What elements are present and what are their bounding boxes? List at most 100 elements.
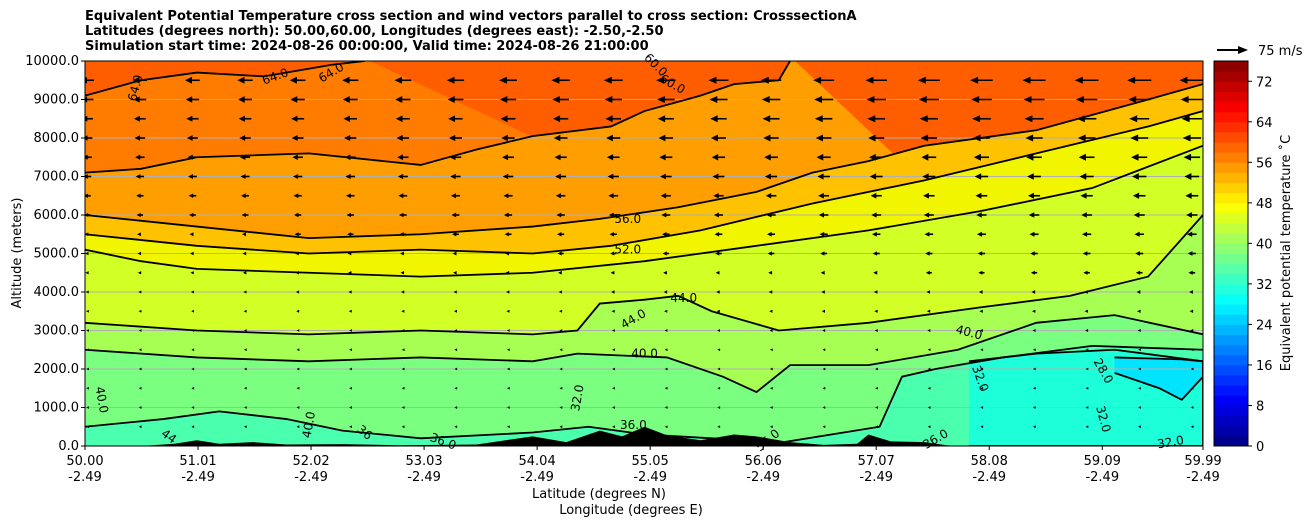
colorbar-band [1214, 131, 1248, 143]
arrow-head [764, 173, 771, 180]
arrow-head [85, 135, 88, 141]
wind-vector-arrow-icon [399, 232, 407, 237]
contour-label: 44.0 [670, 291, 697, 305]
arrow-head [345, 193, 351, 199]
wind-vector-arrow-icon [85, 174, 92, 179]
arrow-head [190, 290, 194, 294]
wind-vector-arrow-icon [662, 251, 670, 256]
wind-vector-arrow-icon [292, 173, 303, 180]
arrow-head [663, 290, 668, 294]
arrow-head [454, 367, 458, 371]
wind-vector-arrow-icon [822, 348, 826, 352]
wind-vector-arrow-icon [822, 425, 826, 429]
wind-vector-arrow-icon [1078, 153, 1095, 161]
contour-line-28 [1114, 356, 1203, 401]
wind-vector-arrow-icon [451, 212, 460, 218]
colorbar-band [1214, 273, 1248, 285]
arrow-head [1189, 309, 1194, 313]
wind-vector-arrow-icon [507, 348, 510, 352]
wind-vector-arrow-icon [1189, 290, 1193, 294]
wind-vector-arrow-icon [717, 348, 721, 352]
arrow-head [822, 329, 826, 332]
arrow-head [85, 232, 89, 237]
arrow-head [664, 425, 668, 429]
arrow-head [502, 173, 509, 180]
wind-vector-arrow-icon [1023, 96, 1045, 103]
wind-vector-arrow-icon [85, 271, 89, 275]
wind-vector-arrow-icon [501, 134, 515, 142]
colorbar-band [1214, 202, 1248, 214]
wind-vector-arrow-icon [401, 425, 405, 429]
arrow-head [770, 386, 773, 390]
arrow-head [296, 425, 300, 429]
wind-vector-arrow-icon [448, 134, 462, 142]
wind-vector-arrow-icon [242, 271, 247, 275]
wind-vector-arrow-icon [926, 309, 931, 313]
arrow-head [348, 271, 352, 275]
wind-vector-arrow-icon [86, 367, 89, 371]
arrow-head [612, 406, 615, 409]
wind-vector-arrow-icon [925, 270, 932, 275]
arrow-head [1135, 251, 1140, 256]
arrow-head [770, 406, 773, 409]
wind-vector-arrow-icon [606, 154, 620, 161]
arrow-head [242, 271, 247, 275]
wind-vector-arrow-icon [1138, 425, 1141, 429]
arrow-head [85, 174, 88, 179]
arrow-head [191, 329, 195, 332]
arrow-head [401, 367, 405, 371]
wind-vector-arrow-icon [138, 386, 142, 390]
arrow-head [927, 386, 931, 390]
arrow-head [191, 367, 195, 371]
wind-vector-arrow-icon [136, 212, 144, 218]
arrow-head [501, 134, 508, 142]
x-tick-label-lon: -2.49 [1085, 470, 1119, 485]
colorbar-band [1214, 263, 1248, 275]
colorbar-tick-label: 24 [1256, 318, 1273, 333]
arrow-head [1133, 212, 1140, 218]
arrow-head [296, 406, 300, 409]
contour-label: 56.0 [614, 212, 641, 226]
arrow-head [294, 212, 299, 218]
arrow-head [290, 96, 298, 103]
wind-vector-arrow-icon [1080, 192, 1093, 199]
wind-vector-arrow-icon [770, 406, 773, 409]
arrow-head [664, 386, 668, 390]
arrow-head [1138, 386, 1141, 390]
arrow-head [85, 154, 88, 160]
arrow-head [1030, 270, 1035, 275]
wind-vector-arrow-icon [711, 154, 726, 161]
arrow-head [663, 270, 667, 275]
wind-vector-arrow-icon [1187, 251, 1196, 256]
arrow-head [980, 386, 984, 390]
wind-vector-arrow-icon [1190, 406, 1194, 409]
arrow-head [715, 251, 720, 256]
wind-vector-arrow-icon [559, 367, 563, 371]
arrow-head [664, 309, 668, 313]
arrow-head [980, 425, 984, 429]
wind-vector-arrow-icon [656, 76, 676, 84]
wind-vector-arrow-icon [664, 406, 668, 409]
arrow-head [927, 367, 931, 371]
arrow-head [1074, 76, 1083, 84]
wind-vector-arrow-icon [295, 271, 299, 275]
wind-vector-arrow-icon [971, 96, 992, 103]
wind-vector-arrow-icon [552, 96, 570, 103]
wind-vector-arrow-icon [401, 309, 405, 313]
wind-vector-arrow-icon [814, 115, 833, 123]
wind-vector-arrow-icon [559, 329, 563, 332]
wind-vector-arrow-icon [349, 406, 352, 409]
x-tick-label-lon: -2.49 [746, 470, 780, 485]
wind-vector-arrow-icon [770, 386, 773, 390]
arrow-head [1136, 290, 1141, 294]
arrow-head [1029, 231, 1035, 237]
wind-vector-arrow-icon [296, 309, 300, 313]
wind-vector-arrow-icon [923, 212, 934, 218]
arrow-head [85, 271, 89, 275]
arrow-head [349, 329, 352, 332]
arrow-head [866, 96, 875, 103]
arrow-head [240, 173, 246, 180]
wind-vector-arrow-icon [822, 367, 826, 371]
arrow-head [922, 173, 929, 180]
arrow-head [506, 290, 510, 294]
